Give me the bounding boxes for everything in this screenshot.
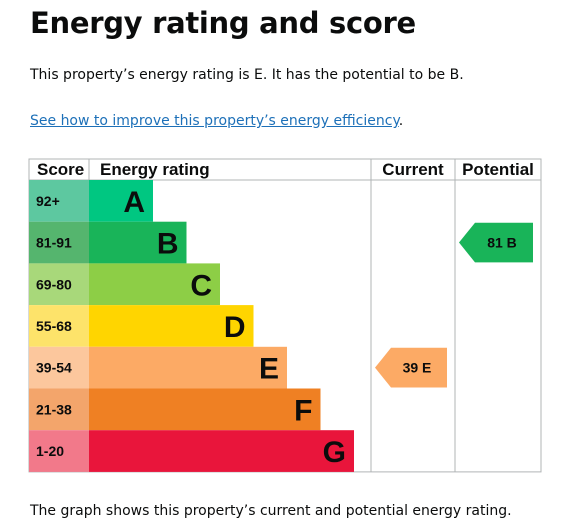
band-bar-b <box>89 221 187 264</box>
band-letter-g: G <box>323 436 346 469</box>
link-suffix: . <box>398 113 404 129</box>
current-rating-arrow-label: 39 E <box>403 360 432 376</box>
score-label-f: 21-38 <box>36 401 72 417</box>
score-cell-f <box>29 388 89 431</box>
band-letter-f: F <box>294 394 312 427</box>
potential-rating-arrow <box>459 222 533 263</box>
header-energy-rating: Energy rating <box>100 160 210 179</box>
score-label-a: 92+ <box>36 193 60 209</box>
band-letter-a: A <box>123 186 145 219</box>
header-score: Score <box>37 160 84 179</box>
score-label-c: 69-80 <box>36 276 72 292</box>
band-letter-c: C <box>190 269 212 302</box>
score-cell-c <box>29 263 89 306</box>
band-bar-d <box>89 305 254 347</box>
score-label-g: 1-20 <box>36 443 64 459</box>
rating-summary: This property’s energy rating is E. It h… <box>30 67 464 83</box>
score-label-d: 55-68 <box>36 318 72 334</box>
header-potential: Potential <box>462 160 534 179</box>
potential-rating-arrow-label: 81 B <box>487 235 517 251</box>
score-cell-e <box>29 346 89 389</box>
graph-description: The graph shows this property’s current … <box>30 503 512 519</box>
score-cell-d <box>29 305 89 347</box>
band-bar-e <box>89 346 287 389</box>
band-letter-d: D <box>224 311 246 344</box>
band-bar-a <box>89 180 153 222</box>
improve-efficiency-link[interactable]: See how to improve this property’s energ… <box>30 113 399 129</box>
current-rating-arrow <box>375 347 447 388</box>
score-label-b: 81-91 <box>36 235 72 251</box>
score-cell-b <box>29 221 89 264</box>
score-label-e: 39-54 <box>36 360 72 376</box>
band-bar-g <box>89 430 354 472</box>
score-cell-a <box>29 180 89 222</box>
improve-link-paragraph: See how to improve this property’s energ… <box>30 113 403 129</box>
band-bar-f <box>89 388 321 431</box>
band-letter-e: E <box>259 353 279 386</box>
band-bar-c <box>89 263 220 306</box>
band-letter-b: B <box>157 228 179 261</box>
header-current: Current <box>382 160 444 179</box>
score-cell-g <box>29 430 89 472</box>
page-title: Energy rating and score <box>30 6 416 40</box>
